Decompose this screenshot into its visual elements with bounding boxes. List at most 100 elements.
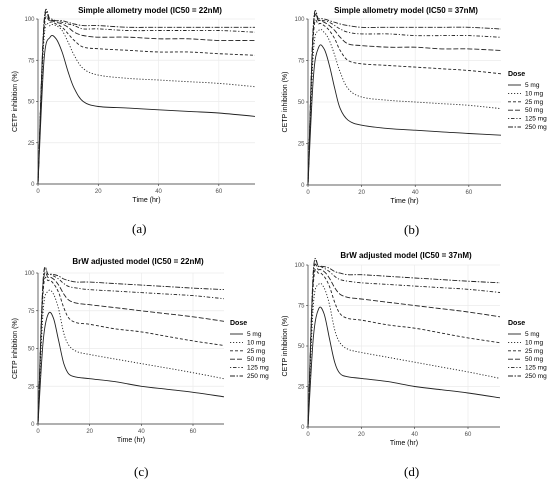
x-tick-label: 40 xyxy=(138,429,145,435)
y-tick-label: 0 xyxy=(31,182,35,188)
chart-panel-2: 0 25 50 75 100 0 20 40 60 Time (hr) CETP inhibitio… xyxy=(12,257,269,444)
series-line-250-mg xyxy=(37,266,225,425)
y-axis-label: CETP inhibition (%) xyxy=(12,318,19,379)
legend-label: 5 mg xyxy=(525,331,540,338)
chart-title: BrW adjusted model (IC50 = 37nM) xyxy=(340,251,472,260)
series-line-25-mg xyxy=(37,15,256,185)
y-tick-label: 25 xyxy=(28,141,35,147)
series-line-250-mg xyxy=(307,257,501,428)
y-tick-label: 100 xyxy=(294,17,305,23)
x-tick-label: 60 xyxy=(215,189,222,195)
x-axis-label: Time (hr) xyxy=(390,198,418,205)
y-tick-label: 25 xyxy=(298,142,305,148)
x-axis-label: Time (hr) xyxy=(390,440,418,447)
series-line-25-mg xyxy=(307,269,501,428)
x-tick-label: 20 xyxy=(358,190,365,196)
y-tick-label: 50 xyxy=(28,347,35,353)
chart-panel-1: 0 25 50 75 100 0 20 40 60 Time (hr) CETP inhibitio… xyxy=(282,6,547,205)
legend-label: 10 mg xyxy=(525,339,543,346)
x-tick-label: 40 xyxy=(411,432,418,438)
x-tick-label: 20 xyxy=(358,432,365,438)
chart-panel-3: 0 25 50 75 100 0 20 40 60 Time (hr) CETP inhibitio… xyxy=(282,251,547,447)
legend-label: 125 mg xyxy=(525,365,547,372)
series-line-10-mg xyxy=(37,289,225,425)
legend-label: 5 mg xyxy=(525,82,540,89)
legend-title: Dose xyxy=(508,71,525,78)
series-line-125-mg xyxy=(37,267,225,425)
x-tick-label: 0 xyxy=(36,429,40,435)
x-tick-label: 60 xyxy=(465,432,472,438)
series-line-250-mg xyxy=(37,8,255,185)
series-line-5-mg xyxy=(37,311,225,425)
y-tick-label: 75 xyxy=(28,58,35,64)
legend-label: 25 mg xyxy=(525,348,543,355)
x-tick-label: 0 xyxy=(306,190,310,196)
legend-label: 5 mg xyxy=(247,331,262,338)
y-tick-label: 0 xyxy=(301,425,305,431)
chart-title: Simple allometry model (IC50 = 37nM) xyxy=(334,6,478,15)
chart-title: BrW adjusted model (IC50 = 22nM) xyxy=(72,257,204,266)
y-tick-label: 100 xyxy=(24,17,35,23)
y-tick-label: 25 xyxy=(28,384,35,390)
x-tick-label: 60 xyxy=(190,429,197,435)
y-tick-label: 100 xyxy=(294,263,305,269)
series-line-125-mg xyxy=(307,259,501,428)
y-axis-label: CETP inhibition (%) xyxy=(282,72,289,133)
legend-label: 25 mg xyxy=(247,348,265,355)
chart-panel-0: 0 25 50 75 100 0 20 40 60 Time (hr) CETP inhibitio… xyxy=(12,6,256,204)
caption-a: (a) xyxy=(132,221,147,236)
y-tick-label: 25 xyxy=(298,385,305,391)
caption-c: (c) xyxy=(134,464,149,479)
series-line-50-mg xyxy=(37,11,256,185)
y-tick-label: 50 xyxy=(28,100,35,106)
x-tick-label: 40 xyxy=(412,190,419,196)
legend-label: 250 mg xyxy=(525,373,547,380)
series-line-5-mg xyxy=(37,35,256,185)
legend-label: 10 mg xyxy=(247,339,265,346)
series-line-25-mg xyxy=(37,276,225,425)
legend-label: 250 mg xyxy=(247,373,269,380)
legend-label: 50 mg xyxy=(525,356,543,363)
y-tick-label: 75 xyxy=(298,304,305,310)
series-line-50-mg xyxy=(307,263,501,428)
legend-label: 50 mg xyxy=(525,107,543,114)
y-axis-label: CETP inhibition (%) xyxy=(12,71,19,132)
legend-label: 125 mg xyxy=(247,365,269,372)
series-line-5-mg xyxy=(307,306,501,428)
series-line-50-mg xyxy=(307,14,502,186)
y-tick-label: 75 xyxy=(28,309,35,315)
series-line-125-mg xyxy=(307,11,502,186)
series-line-50-mg xyxy=(37,271,225,425)
x-tick-label: 20 xyxy=(86,429,93,435)
legend-label: 125 mg xyxy=(525,116,547,123)
x-axis-label: Time (hr) xyxy=(117,437,145,444)
series-line-10-mg xyxy=(37,22,256,185)
y-axis-label: CETP inhibition (%) xyxy=(282,316,289,377)
x-tick-label: 0 xyxy=(306,432,310,438)
legend-title: Dose xyxy=(230,320,247,327)
x-tick-label: 0 xyxy=(36,189,40,195)
x-tick-label: 40 xyxy=(155,189,162,195)
legend-label: 25 mg xyxy=(525,99,543,106)
x-tick-label: 20 xyxy=(95,189,102,195)
series-line-10-mg xyxy=(307,282,501,428)
x-tick-label: 60 xyxy=(465,190,472,196)
y-tick-label: 50 xyxy=(298,100,305,106)
series-line-25-mg xyxy=(307,19,502,186)
legend-title: Dose xyxy=(508,320,525,327)
y-tick-label: 75 xyxy=(298,59,305,65)
series-line-5-mg xyxy=(307,44,502,186)
caption-b: (b) xyxy=(404,222,420,237)
y-tick-label: 50 xyxy=(298,344,305,350)
x-axis-label: Time (hr) xyxy=(132,197,160,204)
caption-d: (d) xyxy=(404,464,420,479)
legend-label: 50 mg xyxy=(247,356,265,363)
chart-title: Simple allometry model (IC50 = 22nM) xyxy=(78,6,222,15)
series-line-250-mg xyxy=(307,10,502,186)
y-tick-label: 0 xyxy=(301,183,305,189)
y-tick-label: 100 xyxy=(24,271,35,277)
